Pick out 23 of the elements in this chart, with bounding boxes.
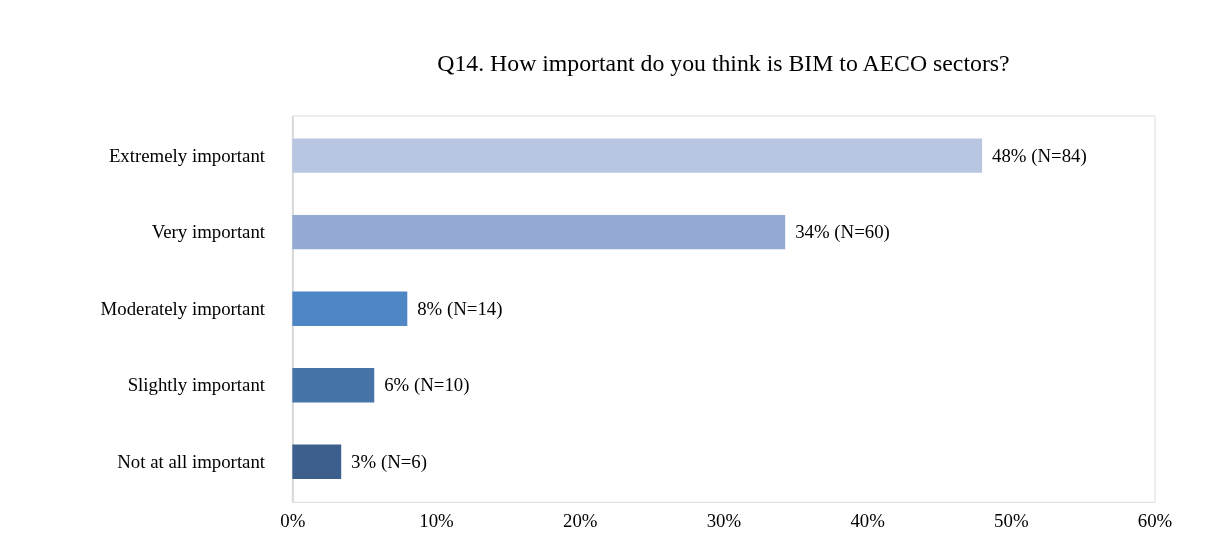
x-tick-label: 60% bbox=[1137, 510, 1173, 532]
bar bbox=[292, 444, 342, 479]
chart-title: Q14. How important do you think is BIM to AECO sectors? bbox=[437, 49, 1010, 76]
data-label: 6% (N=10) bbox=[384, 374, 470, 397]
bar bbox=[292, 291, 408, 326]
y-tick-label: Extremely important bbox=[108, 144, 266, 166]
x-tick-label: 10% bbox=[419, 510, 455, 532]
data-label: 48% (N=84) bbox=[992, 144, 1087, 167]
data-label: 8% (N=14) bbox=[417, 297, 503, 320]
data-label: 34% (N=60) bbox=[795, 221, 890, 244]
x-tick-label: 20% bbox=[562, 510, 598, 532]
x-tick-label: 30% bbox=[706, 510, 742, 532]
y-tick-label: Slightly important bbox=[127, 374, 266, 396]
bar bbox=[292, 138, 983, 173]
y-tick-label: Not at all important bbox=[117, 450, 266, 472]
data-label: 3% (N=6) bbox=[351, 450, 428, 473]
y-tick-label: Very important bbox=[151, 221, 266, 243]
x-tick-label: 50% bbox=[994, 510, 1029, 532]
x-tick-label: 40% bbox=[850, 510, 886, 532]
bar bbox=[292, 214, 786, 250]
bar bbox=[292, 367, 375, 403]
y-tick-label: Moderately important bbox=[100, 297, 266, 319]
x-tick-label: 0% bbox=[280, 510, 306, 532]
